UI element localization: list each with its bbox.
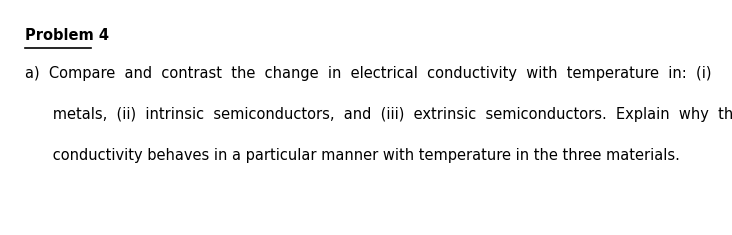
Text: conductivity behaves in a particular manner with temperature in the three materi: conductivity behaves in a particular man… [25, 148, 680, 163]
Text: a)  Compare  and  contrast  the  change  in  electrical  conductivity  with  tem: a) Compare and contrast the change in el… [25, 66, 712, 81]
Text: Problem 4: Problem 4 [25, 28, 109, 43]
Text: metals,  (ii)  intrinsic  semiconductors,  and  (iii)  extrinsic  semiconductors: metals, (ii) intrinsic semiconductors, a… [25, 107, 732, 122]
